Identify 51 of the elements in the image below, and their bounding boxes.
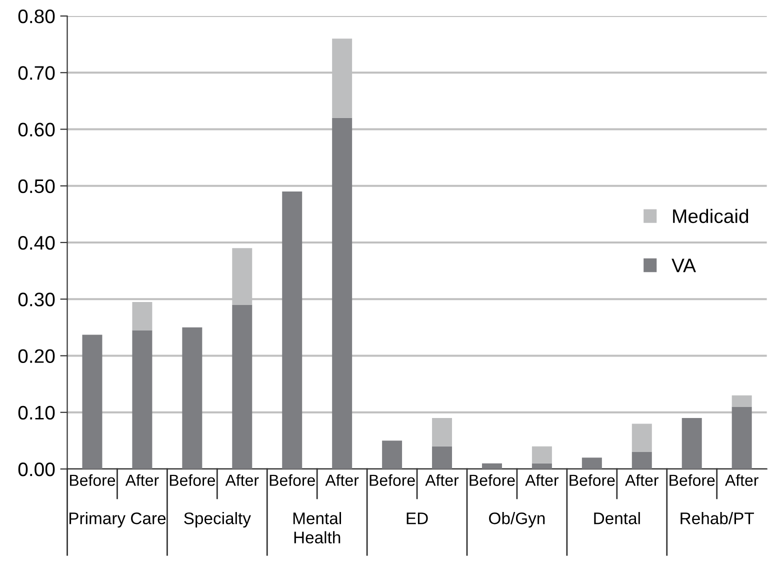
- y-tick-label: 0.20: [18, 349, 55, 363]
- bar: [132, 330, 152, 469]
- x-tick-label: After: [525, 474, 559, 486]
- bar: [532, 446, 552, 464]
- text: Primary Care: [70, 512, 166, 528]
- text: Ob/Gyn: [489, 512, 545, 528]
- x-tick-label: After: [225, 474, 259, 486]
- legend-label: VA: [672, 258, 696, 272]
- text: Specialty: [184, 512, 251, 528]
- text: Dental: [594, 512, 640, 524]
- bar: [482, 463, 502, 469]
- x-tick-label: After: [425, 474, 459, 486]
- y-tick-label: 0.00: [18, 462, 55, 476]
- bar: [632, 452, 652, 469]
- bar: [232, 304, 252, 469]
- y-tick-label: 0.50: [18, 179, 55, 194]
- bar: [582, 458, 602, 469]
- y-tick-label: 0.30: [18, 292, 55, 306]
- x-tick-label: Before: [170, 474, 215, 486]
- y-tick-label: 0.10: [18, 406, 55, 420]
- bar: [682, 418, 702, 469]
- bar: [332, 118, 352, 469]
- bar: [132, 302, 152, 330]
- bar: [82, 334, 102, 469]
- bar: [432, 418, 452, 446]
- x-tick-label: Before: [370, 474, 415, 486]
- legend-label: Medicaid: [673, 208, 748, 224]
- y-tick-label: 0.70: [18, 66, 55, 80]
- x-tick-label: After: [325, 474, 359, 486]
- x-tick-label: After: [725, 474, 758, 486]
- x-tick-label: Before: [470, 474, 515, 486]
- x-tick-label: Before: [570, 474, 615, 486]
- bar: [432, 446, 452, 469]
- x-tick-label: Before: [70, 474, 116, 486]
- x-tick-label: After: [125, 474, 159, 486]
- x-tick-label: Before: [670, 474, 715, 486]
- y-tick-label: 0.60: [18, 122, 55, 136]
- bar: [732, 395, 752, 407]
- y-tick-label: 0.40: [18, 236, 55, 250]
- text: ED: [406, 512, 428, 524]
- x-tick-label: Before: [270, 474, 315, 486]
- bar: [182, 327, 202, 469]
- text: Rehab/PT: [680, 512, 754, 524]
- bar: [282, 192, 302, 469]
- bar: [382, 440, 402, 469]
- x-tick-label: After: [625, 474, 658, 486]
- bar: [532, 463, 552, 469]
- text: Mental Health: [293, 512, 341, 544]
- y-tick-label: 0.80: [18, 9, 55, 24]
- bar: [732, 406, 752, 469]
- bar: [632, 424, 652, 452]
